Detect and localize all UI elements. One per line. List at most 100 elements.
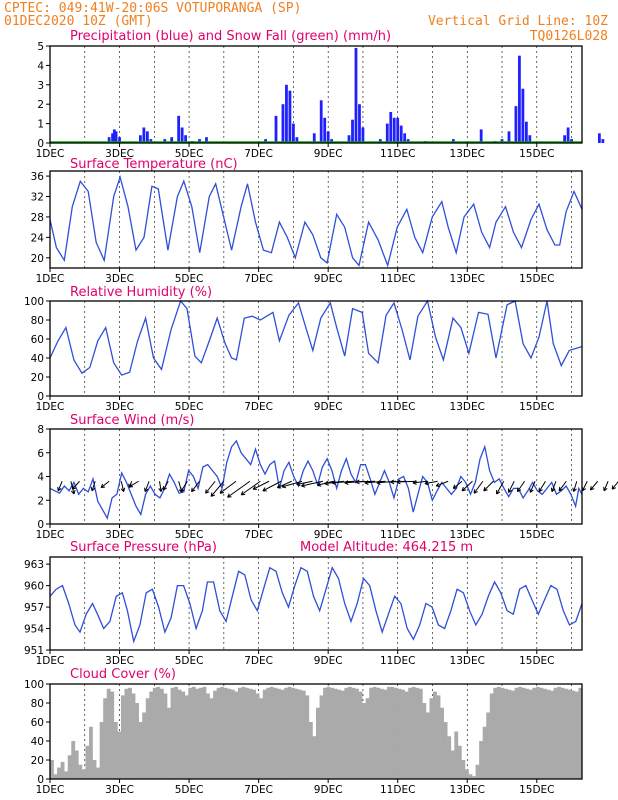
wind-vector xyxy=(90,481,96,492)
y-tick-label: 4 xyxy=(37,60,44,72)
cloud-bar xyxy=(443,722,448,779)
precip-bar xyxy=(264,139,267,143)
wind-vector xyxy=(128,480,139,488)
precip-bar xyxy=(514,106,518,143)
precip-bar xyxy=(330,139,334,143)
wind-vector xyxy=(100,480,110,489)
cloud-bar xyxy=(50,760,54,779)
cloud-bar xyxy=(447,736,452,779)
cloud-bar xyxy=(578,687,583,779)
wind-vector xyxy=(240,480,261,496)
x-tick-label: 3DEC xyxy=(105,529,134,541)
cloud-bar xyxy=(237,687,242,779)
cloud-bar xyxy=(57,767,61,779)
cloud-bar xyxy=(521,687,526,779)
cloud-bar xyxy=(245,687,249,779)
panel-frame xyxy=(49,170,583,269)
cloud-bar xyxy=(120,695,125,779)
y-tick-label: 6 xyxy=(37,448,44,460)
wind-vector xyxy=(452,480,463,489)
cloud-bar xyxy=(550,690,554,779)
wind-vector xyxy=(144,481,150,493)
cloud-bar xyxy=(390,686,395,779)
cloud-bar xyxy=(316,707,320,779)
precip-bar xyxy=(521,88,525,143)
wind-vector xyxy=(210,480,225,497)
cloud-bar xyxy=(74,750,79,779)
cloud-bar xyxy=(539,687,544,779)
precip-bar xyxy=(392,117,396,143)
panel-1: Precipitation (blue) and Snow Fall (gree… xyxy=(36,29,605,160)
precip-bar xyxy=(177,115,181,143)
wind-vector xyxy=(57,481,63,492)
y-tick-label: 40 xyxy=(31,736,44,748)
panel-frame xyxy=(49,683,583,780)
cloud-bar xyxy=(163,693,168,779)
cloud-bar xyxy=(440,707,444,779)
y-tick-label: 957 xyxy=(24,602,44,614)
x-tick-label: 5DEC xyxy=(175,529,204,541)
cloud-bar xyxy=(358,691,363,779)
y-tick-label: 3 xyxy=(37,80,44,92)
x-tick-label: 9DEC xyxy=(314,529,343,541)
wind-vector xyxy=(589,480,599,491)
cloud-bar xyxy=(149,691,154,779)
precip-bar xyxy=(351,119,354,143)
precip-bar xyxy=(566,127,570,143)
wind-vector xyxy=(603,481,609,492)
cloud-bar xyxy=(450,750,455,779)
precip-bar xyxy=(145,131,149,143)
cloud-bar xyxy=(372,686,377,779)
panel-5: Surface Pressure (hPa) Model Altitude: 46… xyxy=(24,540,583,667)
wind-vector xyxy=(572,481,578,493)
precip-bar xyxy=(326,131,330,143)
x-tick-label: 11DEC xyxy=(380,529,415,541)
cloud-bar xyxy=(188,687,193,779)
cloud-bar xyxy=(340,690,345,779)
precip-bar xyxy=(358,104,361,143)
x-tick-label: 15DEC xyxy=(519,784,554,796)
precip-bar xyxy=(563,135,567,143)
cloud-bar xyxy=(475,764,480,779)
cloud-bar xyxy=(184,695,189,779)
cloud-bar xyxy=(411,686,416,779)
precip-bar xyxy=(205,137,208,143)
wind-vector xyxy=(507,481,515,493)
precip-bar xyxy=(385,123,389,143)
y-tick-label: 24 xyxy=(31,232,45,244)
wind-vector xyxy=(158,481,163,492)
wind-vector xyxy=(424,480,438,486)
y-tick-label: 8 xyxy=(37,424,44,436)
panel-frame xyxy=(49,45,583,144)
x-tick-label: 13DEC xyxy=(450,655,485,667)
x-tick-label: 9DEC xyxy=(314,401,343,413)
y-tick-label: 36 xyxy=(31,171,45,183)
cloud-bar xyxy=(553,687,558,779)
wind-vector xyxy=(296,480,313,487)
header-model-code: TQ0126L028 xyxy=(530,29,608,44)
x-tick-label: 3DEC xyxy=(105,655,134,667)
y-tick-label: 100 xyxy=(24,296,44,308)
precip-bar xyxy=(149,139,153,143)
panel-title: Precipitation (blue) and Snow Fall (gree… xyxy=(70,29,391,44)
cloud-bar xyxy=(234,691,239,779)
cloud-bar xyxy=(564,688,569,779)
cloud-bar xyxy=(528,689,533,779)
cloud-bar xyxy=(67,755,72,779)
cloud-bar xyxy=(386,686,391,779)
cloud-bar xyxy=(514,687,519,779)
precip-bar xyxy=(198,139,201,143)
cloud-bar xyxy=(330,687,335,779)
precip-bar xyxy=(323,117,327,143)
y-tick-label: 5 xyxy=(37,41,44,53)
cloud-bar xyxy=(53,774,58,779)
cloud-bar xyxy=(291,687,296,779)
wind-vector xyxy=(529,481,536,493)
cloud-bar xyxy=(124,688,129,779)
x-tick-label: 7DEC xyxy=(244,273,273,285)
y-tick-label: 954 xyxy=(24,624,44,636)
cloud-bar xyxy=(560,687,565,779)
y-tick-label: 80 xyxy=(31,315,44,327)
precip-bar xyxy=(570,139,573,143)
precip-bar xyxy=(378,139,382,143)
